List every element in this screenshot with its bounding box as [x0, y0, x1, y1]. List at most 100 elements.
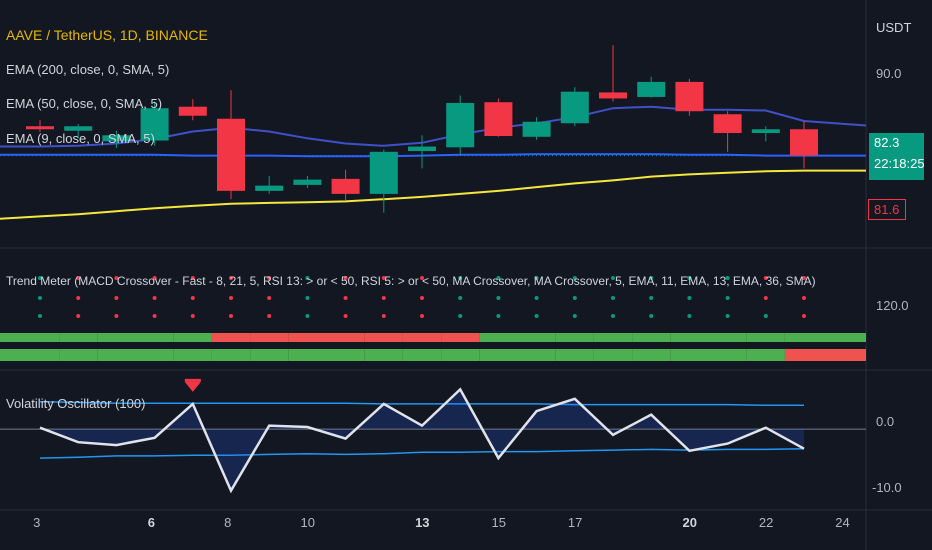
- ema9-line: [0, 153, 866, 158]
- candle-body: [369, 151, 398, 194]
- trend-meter-dot: [305, 314, 310, 318]
- trend-meter-dot: [572, 276, 577, 280]
- candle-body: [446, 102, 475, 148]
- candle-body: [751, 129, 780, 134]
- candle-body: [675, 81, 704, 112]
- trend-meter-dot: [572, 296, 577, 300]
- trend-meter-dot: [305, 296, 310, 300]
- trend-meter-dot: [420, 296, 424, 300]
- trend-meter-dot: [725, 276, 730, 280]
- trend-tick-120: 120.0: [876, 298, 909, 313]
- candle-body: [560, 91, 589, 124]
- trend-bar-segment: [173, 349, 212, 361]
- lower-band-line: [39, 447, 805, 459]
- trend-meter-dot: [267, 276, 272, 280]
- trend-meter-dot: [725, 314, 730, 318]
- candle-body: [140, 108, 169, 141]
- trend-meter-dot: [343, 296, 348, 300]
- trend-meter-dot: [190, 296, 195, 300]
- candle-body: [293, 179, 322, 185]
- trend-meter-dot: [381, 314, 386, 318]
- candle-body: [178, 106, 207, 116]
- trend-meter-dot: [343, 314, 348, 318]
- trend-meter-dot: [496, 314, 501, 318]
- candle-body: [64, 126, 93, 131]
- signal-marker: [184, 378, 201, 382]
- legend-ema50[interactable]: EMA (50, close, 0, SMA, 5): [6, 96, 163, 111]
- legend-trend-meter[interactable]: Trend Meter (MACD Crossover - Fast - 8, …: [6, 274, 816, 288]
- trend-meter-dot: [649, 296, 654, 300]
- trend-meter-dot: [229, 276, 233, 280]
- time-axis-label: 3: [33, 515, 41, 530]
- legend-volatility-oscillator[interactable]: Volatility Oscillator (100): [6, 396, 146, 411]
- trend-meter-dot: [687, 296, 692, 300]
- trend-bar-segment: [555, 333, 594, 342]
- trend-meter-dot: [802, 276, 806, 280]
- trend-meter-dot: [114, 276, 119, 280]
- trend-meter-dot: [305, 276, 310, 280]
- trend-bar-segment: [364, 333, 403, 342]
- candle-body: [255, 185, 284, 191]
- trend-meter-dot: [534, 314, 539, 318]
- trend-bar-segment: [784, 333, 866, 342]
- trend-meter-dot: [687, 314, 692, 318]
- candle-body: [102, 135, 131, 142]
- trend-bar-segment: [173, 333, 212, 342]
- symbol-title: AAVE / TetherUS, 1D, BINANCE: [6, 27, 208, 43]
- ema-price-label: 81.6: [868, 199, 906, 220]
- trend-bar-segment: [670, 333, 709, 342]
- trend-bar-segment: [250, 349, 289, 361]
- trend-meter-dot: [343, 276, 348, 280]
- trend-bar-segment: [288, 349, 327, 361]
- trend-meter-dot: [725, 296, 730, 300]
- trend-bar-segment: [441, 349, 480, 361]
- last-price-box: 82.3 22:18:25: [869, 133, 925, 180]
- trend-meter-dot: [76, 276, 81, 280]
- time-axis-label: 10: [300, 515, 315, 530]
- trend-bar-segment: [97, 333, 136, 342]
- trend-meter-dot: [763, 296, 768, 300]
- trend-bar-segment: [402, 349, 442, 361]
- oscillator-fill: [40, 389, 804, 491]
- trend-meter-dot: [534, 276, 539, 280]
- trend-meter-dot: [229, 314, 233, 318]
- osc-tick-zero: 0.0: [876, 414, 895, 429]
- signal-marker: [184, 381, 201, 392]
- trend-bar-segment: [402, 333, 442, 342]
- trend-meter-dot: [534, 296, 539, 300]
- legend-ema200[interactable]: EMA (200, close, 0, SMA, 5): [6, 62, 170, 77]
- trend-bar-segment: [135, 333, 174, 342]
- ema200-line: [0, 169, 866, 220]
- trend-meter-dot: [229, 296, 233, 300]
- trend-bar-segment: [135, 349, 174, 361]
- trend-bar-segment: [708, 333, 747, 342]
- trend-meter-dot: [802, 296, 806, 300]
- trend-meter-dot: [38, 314, 42, 318]
- trend-meter-dot: [420, 276, 424, 280]
- time-axis-label: 8: [224, 515, 232, 530]
- legend-ema9[interactable]: EMA (9, close, 0, SMA, 5): [6, 131, 155, 146]
- trend-bar-segment: [441, 333, 480, 342]
- trend-meter-dot: [496, 276, 501, 280]
- trend-meter-dot: [496, 296, 501, 300]
- trend-bar-segment: [479, 333, 518, 342]
- time-axis-label: 15: [491, 515, 506, 530]
- trend-bar-segment: [97, 349, 136, 361]
- trend-bar-segment: [211, 349, 251, 361]
- trend-bar-segment: [0, 349, 60, 361]
- trend-meter-dot: [458, 276, 463, 280]
- candle-body: [599, 92, 627, 99]
- trend-meter-dot: [114, 314, 119, 318]
- trend-meter-dot: [458, 296, 463, 300]
- trend-bar-segment: [670, 349, 709, 361]
- time-axis-label: 22: [758, 515, 774, 530]
- trend-meter-dot: [76, 314, 81, 318]
- trend-meter-dot: [649, 314, 654, 318]
- candle-body: [790, 129, 818, 156]
- trend-meter-dot: [381, 296, 386, 300]
- trend-bar-segment: [746, 333, 785, 342]
- trend-bar-segment: [0, 333, 60, 342]
- candle-body: [26, 126, 54, 130]
- trend-bar-segment: [593, 333, 633, 342]
